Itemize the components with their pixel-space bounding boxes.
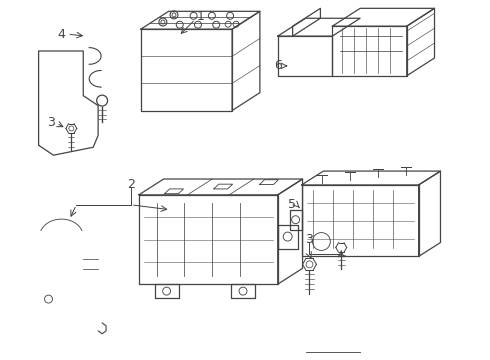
Text: 4: 4 — [57, 28, 65, 41]
Text: 3: 3 — [306, 233, 314, 246]
Text: 1: 1 — [196, 10, 204, 23]
Text: 6: 6 — [274, 59, 282, 72]
Text: 5: 5 — [288, 198, 295, 211]
Text: 3: 3 — [48, 116, 55, 129]
Text: 2: 2 — [127, 179, 135, 192]
